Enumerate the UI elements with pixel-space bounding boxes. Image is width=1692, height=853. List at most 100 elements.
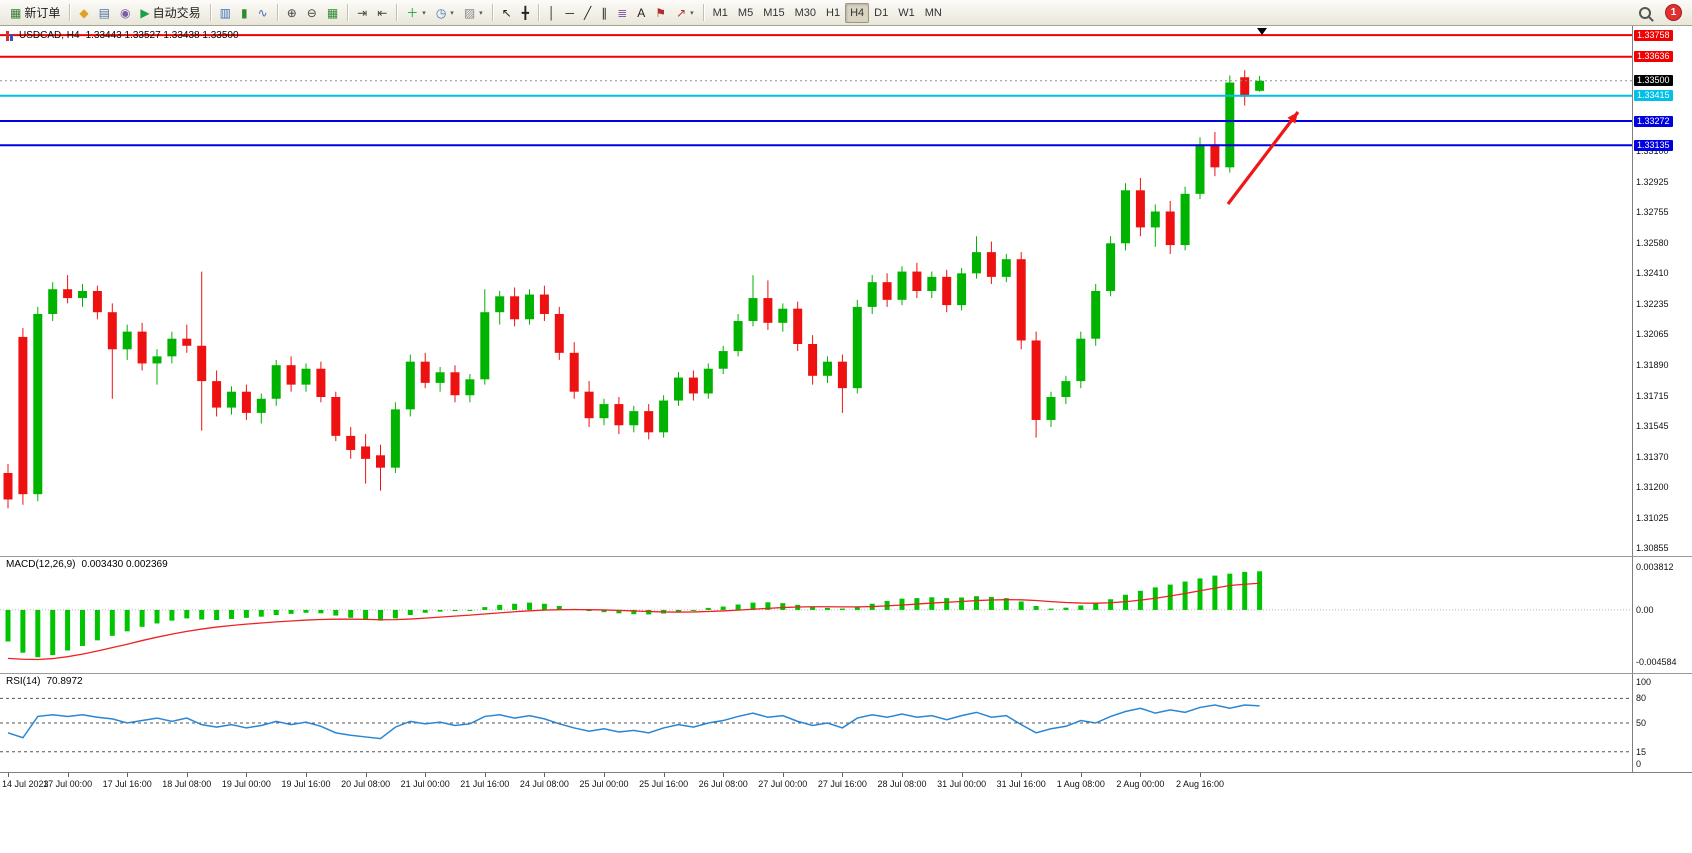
- new-order-button[interactable]: ▦ 新订单: [5, 3, 65, 23]
- macd-histogram-bar: [1003, 598, 1009, 610]
- cursor-button[interactable]: ↖: [497, 3, 517, 23]
- macd-signal-line: [7, 582, 1260, 661]
- macd-histogram-bar: [631, 609, 637, 615]
- indicators-button[interactable]: ＋ ▾: [401, 3, 431, 23]
- candle-body: [584, 391, 594, 419]
- vertical-line-button[interactable]: │: [543, 3, 561, 23]
- macd-canvas[interactable]: [0, 557, 1632, 673]
- candle-body: [644, 411, 654, 433]
- candle-body: [3, 472, 13, 500]
- tf-m15-button[interactable]: M15: [758, 3, 789, 23]
- indicators-icon: ＋: [406, 5, 419, 20]
- periods-button[interactable]: ◷ ▾: [431, 3, 459, 23]
- indicators-caret-icon: ▾: [422, 9, 426, 17]
- price-axis[interactable]: 1.33100 1.32925 1.32755 1.32580 1.32410 1.322…: [1632, 26, 1692, 556]
- macd-histogram-bar: [333, 609, 339, 616]
- macd-histogram-bar: [1167, 584, 1173, 610]
- trend-arrow-head: [1287, 112, 1298, 124]
- tf-h4-button[interactable]: H4: [845, 2, 870, 23]
- notification-badge-button[interactable]: 1: [1660, 3, 1687, 23]
- equidistant-channel-icon: ∥: [601, 5, 608, 20]
- metaeditor-button[interactable]: ◆: [74, 3, 93, 23]
- macd-plot-area[interactable]: MACD(12,26,9) 0.003430 0.002369: [0, 557, 1632, 673]
- rsi-axis[interactable]: 100 80 50 15 0: [1632, 674, 1692, 772]
- tf-h1-button[interactable]: H1: [821, 3, 845, 23]
- zoom-in-icon: ⊕: [286, 5, 297, 20]
- time-axis-label: 25 Jul 16:00: [639, 779, 689, 789]
- candle-body: [1016, 259, 1026, 341]
- text-icon: A: [637, 5, 646, 20]
- tf-d1-button[interactable]: D1: [869, 3, 893, 23]
- chart-shift-button[interactable]: ⇤: [372, 3, 392, 23]
- toolbar-separator: [396, 4, 398, 21]
- templates-button[interactable]: ▨ ▾: [459, 3, 488, 23]
- time-axis[interactable]: 14 Jul 2023 17 Jul 00:00 17 Jul 16:00 18 Ju…: [0, 772, 1692, 793]
- price-axis-label: 1.32235: [1636, 299, 1669, 310]
- tf-m30-label: M30: [794, 6, 817, 19]
- candle-body: [599, 404, 609, 419]
- macd-histogram-bar: [20, 609, 26, 653]
- autotrading-button[interactable]: ▶ 自动交易: [135, 3, 205, 23]
- price-axis-label: 1.30855: [1636, 543, 1669, 554]
- time-axis-tick: [1021, 773, 1023, 777]
- macd-axis[interactable]: 0.003812 0.00 -0.004584: [1632, 557, 1692, 673]
- time-axis-label: 17 Jul 16:00: [102, 779, 152, 789]
- auto-scroll-button[interactable]: ⇥: [352, 3, 372, 23]
- macd-histogram-bar: [527, 602, 532, 610]
- time-axis-label: 27 Jul 00:00: [758, 779, 808, 789]
- tf-m5-button[interactable]: M5: [733, 3, 758, 23]
- time-axis-tick: [902, 773, 903, 777]
- line-chart-button[interactable]: ∿: [253, 3, 273, 23]
- tf-h4-label: H4: [850, 6, 865, 19]
- tf-m15-label: M15: [763, 6, 785, 19]
- rsi-canvas[interactable]: [0, 674, 1632, 772]
- rsi-plot-area[interactable]: RSI(14) 70.8972: [0, 674, 1632, 772]
- text-label-button[interactable]: ⚑: [650, 3, 671, 23]
- time-axis-label: 2 Aug 00:00: [1116, 779, 1165, 789]
- print-button[interactable]: ▤: [94, 3, 115, 23]
- macd-histogram-bar: [616, 609, 622, 614]
- macd-histogram-bar: [139, 609, 145, 627]
- tf-mn-button[interactable]: MN: [920, 3, 947, 23]
- autotrading-icon: ▶: [140, 5, 150, 20]
- horizontal-line-button[interactable]: ─: [560, 3, 579, 23]
- macd-histogram-bar: [780, 603, 786, 610]
- price-axis-label: 1.31025: [1636, 513, 1669, 524]
- trendline-icon: ╱: [583, 5, 592, 20]
- toolbar-separator: [702, 4, 704, 21]
- price-panel: USDCAD, H4 1.33443 1.33527 1.33438 1.335…: [0, 26, 1692, 556]
- time-axis-label: 20 Jul 08:00: [341, 779, 391, 789]
- candle-body: [271, 365, 281, 399]
- triangle-marker-icon[interactable]: [1257, 28, 1267, 35]
- arrows-button[interactable]: ↗ ▾: [671, 3, 699, 23]
- market-news-button[interactable]: ◉: [115, 3, 135, 23]
- bar-chart-button[interactable]: ▥: [215, 3, 236, 23]
- candle-body: [554, 313, 564, 353]
- empty-area: [0, 793, 1692, 853]
- candlestick-chart-button[interactable]: ▮: [236, 3, 253, 23]
- tile-windows-button[interactable]: ▦: [322, 3, 343, 23]
- time-axis-tick: [306, 773, 307, 777]
- macd-histogram-bar: [452, 609, 458, 612]
- search-icon: [1639, 6, 1651, 19]
- zoom-in-button[interactable]: ⊕: [282, 3, 302, 23]
- equidistant-channel-button[interactable]: ∥: [596, 3, 612, 23]
- trendline-button[interactable]: ╱: [579, 3, 596, 23]
- trend-arrow[interactable]: [1226, 111, 1300, 205]
- fibonacci-button[interactable]: ≣: [612, 3, 632, 23]
- tf-m1-button[interactable]: M1: [708, 3, 733, 23]
- candle-body: [614, 404, 624, 426]
- tf-m30-button[interactable]: M30: [790, 3, 821, 23]
- time-axis-tick: [1140, 773, 1142, 777]
- zoom-out-button[interactable]: ⊖: [302, 3, 322, 23]
- crosshair-button[interactable]: ╋: [517, 3, 534, 23]
- price-chart-plot-area[interactable]: USDCAD, H4 1.33443 1.33527 1.33438 1.335…: [0, 26, 1632, 556]
- text-button[interactable]: A: [632, 3, 650, 23]
- price-chart-canvas[interactable]: [0, 26, 1632, 556]
- tf-w1-button[interactable]: W1: [893, 3, 920, 23]
- time-axis-tick: [246, 773, 248, 777]
- macd-histogram-bar: [229, 609, 234, 619]
- macd-values-label: 0.003430 0.002369: [81, 559, 168, 570]
- search-button[interactable]: [1634, 3, 1660, 23]
